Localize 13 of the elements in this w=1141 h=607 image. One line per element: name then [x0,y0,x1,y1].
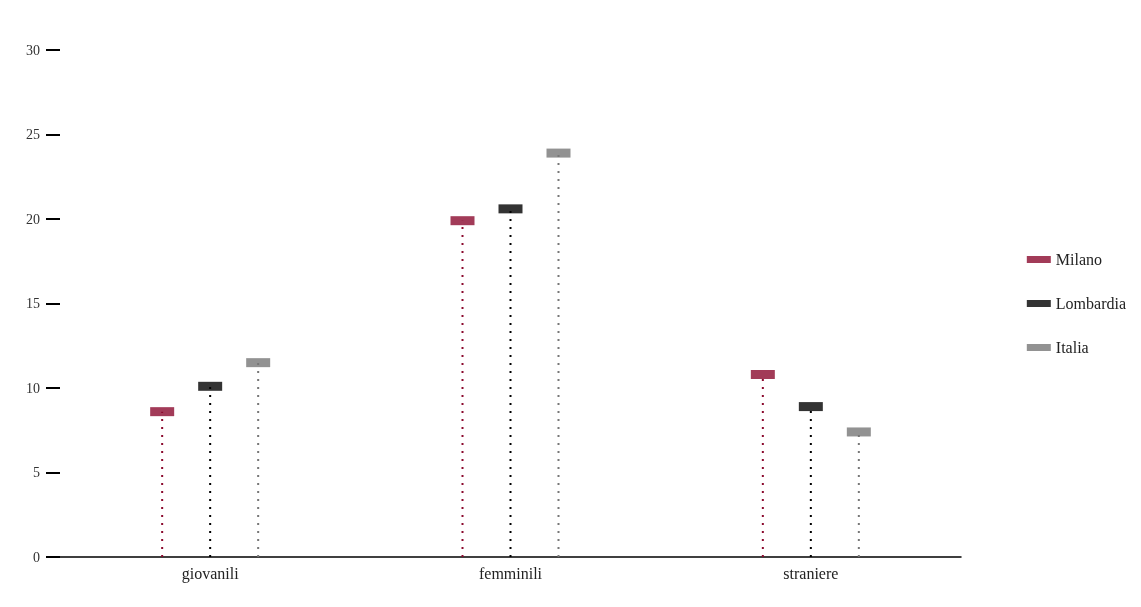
x-tick-label: femminili [478,564,543,582]
y-tick-label: 5 [33,465,40,480]
y-tick-label: 0 [33,549,40,565]
y-tick-label: 25 [26,127,40,142]
x-tick-label: giovanili [181,564,240,583]
y-tick-label: 20 [26,211,40,227]
y-tick-label: 10 [26,380,40,396]
legend-label: Lombardia [1055,295,1127,312]
x-tick-label: straniere [783,564,839,582]
y-tick-label: 15 [26,296,40,311]
legend-label: Milano [1055,251,1103,268]
y-tick-label: 30 [26,42,40,58]
legend-label: Italia [1055,339,1089,356]
